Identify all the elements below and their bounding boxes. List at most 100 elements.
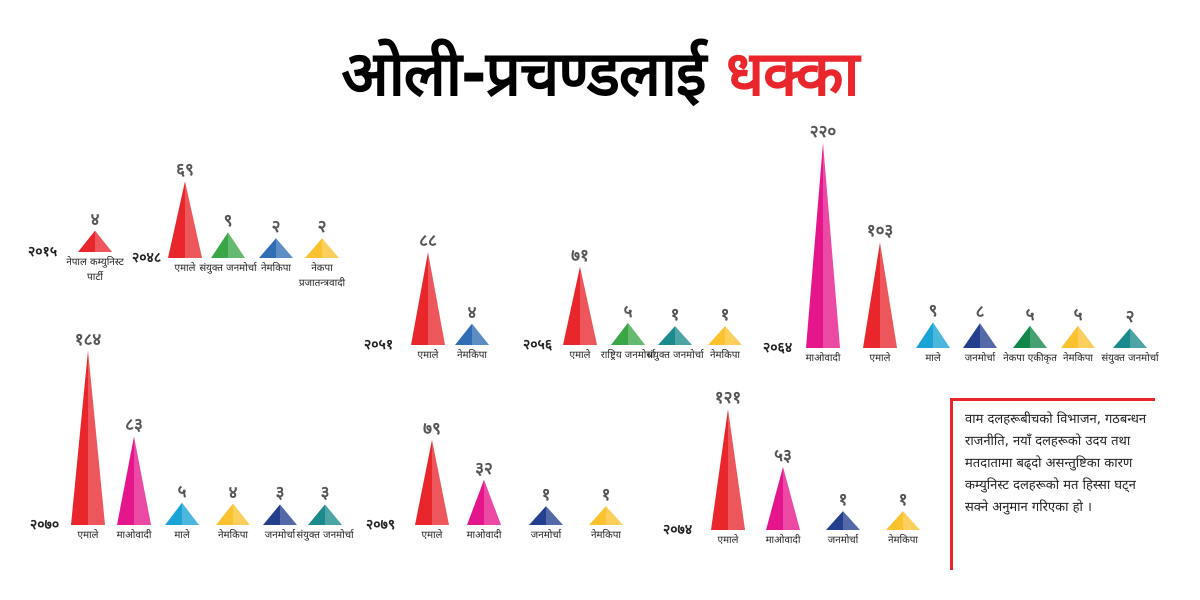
triangle bbox=[529, 506, 563, 525]
value-label: १ bbox=[898, 490, 908, 511]
year-label: २०५६ bbox=[523, 337, 553, 353]
category-label: माओवादी bbox=[805, 353, 841, 364]
triangle bbox=[216, 503, 250, 525]
value-label: ३२ bbox=[475, 458, 493, 479]
value-label: १ bbox=[838, 490, 848, 511]
value-label: १०३ bbox=[866, 221, 894, 242]
triangle bbox=[1113, 328, 1147, 348]
category-label: जनमोर्चा bbox=[964, 353, 996, 364]
value-label: १ bbox=[541, 485, 551, 506]
value-label: ३ bbox=[320, 483, 330, 504]
value-label: ५ bbox=[1073, 304, 1083, 325]
category-label: नेमकिपा bbox=[260, 263, 292, 274]
category-label: नेमकिपा bbox=[590, 530, 622, 541]
category-label: नेपाल कम्युनिस्ट पार्टी bbox=[66, 257, 124, 283]
category-label: माओवादी bbox=[466, 530, 502, 541]
triangle bbox=[165, 502, 199, 525]
year-label: २०७४ bbox=[663, 522, 693, 538]
category-label: नेमकिपा bbox=[709, 350, 741, 361]
value-label: २ bbox=[1125, 307, 1135, 328]
value-label: २ bbox=[271, 217, 281, 238]
category-label: नेमकिपा bbox=[456, 350, 488, 361]
category-label: एमाले bbox=[569, 350, 591, 361]
category-label: राष्ट्रिय जनमोर्चा bbox=[600, 350, 656, 361]
value-label: ५३ bbox=[774, 445, 792, 466]
category-label: संयुक्त जनमोर्चा bbox=[199, 263, 257, 274]
value-label: ७९ bbox=[423, 418, 441, 439]
category-label: माओवादी bbox=[765, 535, 801, 546]
category-label: माले bbox=[925, 353, 941, 364]
triangle bbox=[117, 436, 151, 525]
category-label: नेकपा प्रजातन्त्रवादी bbox=[298, 263, 346, 289]
triangle bbox=[415, 439, 449, 525]
category-label: एमाले bbox=[417, 350, 439, 361]
triangle bbox=[305, 238, 339, 258]
value-label: ७१ bbox=[571, 245, 589, 266]
triangle bbox=[806, 143, 840, 348]
category-label: संयुक्त जनमोर्चा bbox=[646, 350, 704, 361]
note: वाम दलहरूबीचको विभाजन, गठबन्धन राजनीति, … bbox=[950, 398, 1155, 570]
triangle bbox=[589, 506, 623, 525]
triangle bbox=[168, 181, 202, 258]
value-label: ८ bbox=[975, 302, 985, 323]
category-label: माले bbox=[174, 530, 190, 541]
value-label: ९ bbox=[928, 301, 938, 322]
value-label: १ bbox=[720, 305, 730, 326]
triangle bbox=[455, 323, 489, 345]
category-label: जनमोर्चा bbox=[530, 530, 562, 541]
value-label: ४ bbox=[228, 482, 238, 503]
category-label: एमाले bbox=[174, 263, 196, 274]
headline-red: धक्का bbox=[726, 37, 860, 110]
value-label: ८८ bbox=[419, 231, 437, 252]
triangle bbox=[1061, 325, 1095, 348]
triangle bbox=[708, 326, 742, 345]
category-label: संयुक्त जनमोर्चा bbox=[1101, 353, 1159, 364]
value-label: ४ bbox=[90, 209, 100, 230]
value-label: ५ bbox=[1025, 304, 1035, 325]
triangle bbox=[263, 504, 297, 525]
value-label: ६९ bbox=[176, 160, 194, 181]
triangle bbox=[467, 479, 501, 525]
year-label: २०१५ bbox=[28, 244, 58, 260]
triangle bbox=[1013, 325, 1047, 348]
year-label: २०६४ bbox=[763, 340, 793, 356]
category-label: एमाले bbox=[421, 530, 443, 541]
category-label: नेकपा एकीकृत bbox=[1003, 353, 1057, 364]
category-label: नेमकिपा bbox=[887, 535, 919, 546]
category-label: नेमकिपा bbox=[217, 530, 249, 541]
value-label: १ bbox=[670, 305, 680, 326]
triangle bbox=[916, 322, 950, 348]
value-label: ९ bbox=[223, 211, 233, 232]
triangle bbox=[211, 232, 245, 258]
headline-black: ओली-प्रचण्डलाई bbox=[341, 37, 706, 110]
category-label: एमाले bbox=[869, 353, 891, 364]
triangle bbox=[71, 350, 105, 525]
value-label: ५ bbox=[177, 481, 187, 502]
triangle bbox=[411, 252, 445, 345]
year-label: २०७९ bbox=[366, 517, 396, 533]
value-label: १२१ bbox=[714, 388, 742, 409]
year-label: २०४८ bbox=[132, 250, 162, 266]
triangle bbox=[563, 266, 597, 345]
year-label: २०५१ bbox=[364, 337, 394, 353]
category-label: एमाले bbox=[717, 535, 739, 546]
headline: ओली-प्रचण्डलाई धक्का bbox=[0, 30, 1200, 114]
year-label: २०७० bbox=[30, 517, 60, 533]
category-label: एमाले bbox=[77, 530, 99, 541]
value-label: ५ bbox=[623, 301, 633, 322]
value-label: २२० bbox=[809, 122, 837, 142]
category-label: नेमकिपा bbox=[1062, 353, 1094, 364]
triangle bbox=[863, 242, 897, 348]
category-label: जनमोर्चा bbox=[827, 535, 859, 546]
triangle bbox=[611, 322, 645, 345]
triangle bbox=[886, 511, 920, 530]
triangle bbox=[308, 504, 342, 525]
value-label: १ bbox=[601, 485, 611, 506]
triangle bbox=[963, 323, 997, 348]
value-label: ४ bbox=[467, 302, 477, 323]
value-label: १८४ bbox=[74, 329, 102, 350]
triangle bbox=[658, 326, 692, 345]
triangle bbox=[259, 238, 293, 258]
triangle bbox=[826, 511, 860, 530]
